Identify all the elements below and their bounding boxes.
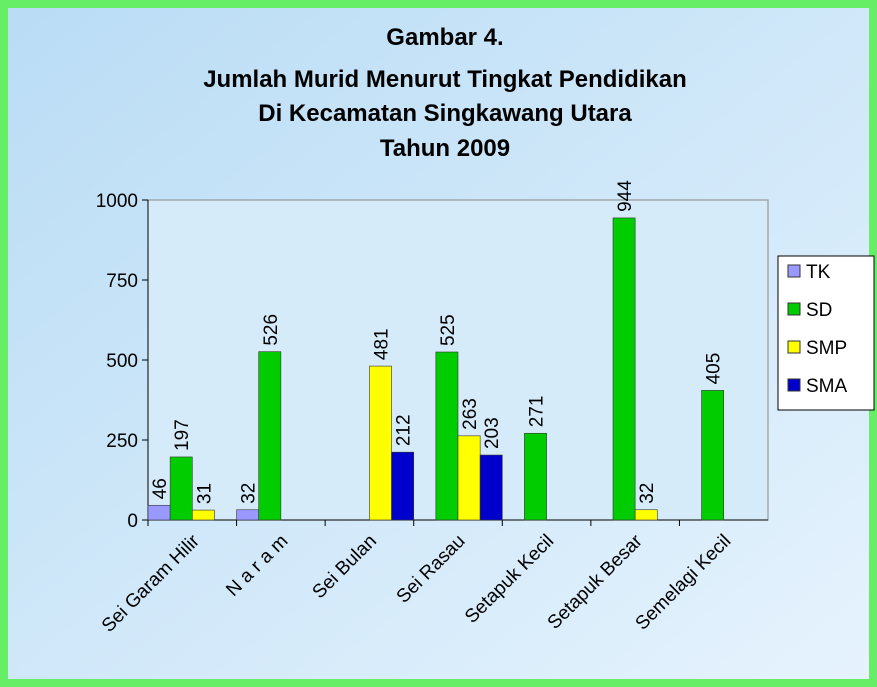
y-tick-label: 750 <box>106 271 138 292</box>
data-label: 203 <box>482 417 503 449</box>
bar <box>191 509 215 521</box>
legend-swatch <box>787 378 801 392</box>
legend-label: SD <box>806 300 832 321</box>
data-label: 526 <box>261 314 282 346</box>
bar <box>236 509 260 521</box>
chart-title: Tahun 2009 <box>380 135 510 162</box>
bar <box>634 509 658 521</box>
bar <box>391 451 415 521</box>
data-label: 212 <box>394 414 415 446</box>
legend-swatch <box>787 264 801 278</box>
bar <box>258 351 282 521</box>
data-label: 32 <box>239 483 260 504</box>
y-tick-label: 0 <box>127 511 138 532</box>
legend-swatch <box>787 340 801 354</box>
data-label: 46 <box>150 478 171 499</box>
bar <box>612 217 636 521</box>
chart-title: Di Kecamatan Singkawang Utara <box>258 100 632 127</box>
legend-swatch <box>787 302 801 316</box>
bar <box>457 435 481 521</box>
data-label: 525 <box>438 314 459 346</box>
chart-title: Jumlah Murid Menurut Tingkat Pendidikan <box>203 66 687 93</box>
y-tick-label: 250 <box>106 431 138 452</box>
bar <box>169 456 193 521</box>
data-label: 944 <box>615 180 636 212</box>
legend-label: SMA <box>806 376 848 397</box>
data-label: 197 <box>172 419 193 451</box>
legend-label: SMP <box>806 338 847 359</box>
y-tick-label: 500 <box>106 351 138 372</box>
data-label: 263 <box>460 398 481 430</box>
legend-label: TK <box>806 262 831 283</box>
data-label: 481 <box>372 328 393 360</box>
bar <box>701 390 725 521</box>
bar <box>524 432 547 521</box>
data-label: 405 <box>704 353 725 385</box>
bar <box>369 365 392 521</box>
data-label: 32 <box>637 483 658 504</box>
y-tick-label: 1000 <box>96 191 138 212</box>
chart-title: Gambar 4. <box>386 24 503 51</box>
data-label: 31 <box>194 483 215 504</box>
bar <box>147 504 171 521</box>
data-label: 271 <box>527 396 548 428</box>
bar <box>479 454 503 521</box>
bar <box>435 351 459 521</box>
